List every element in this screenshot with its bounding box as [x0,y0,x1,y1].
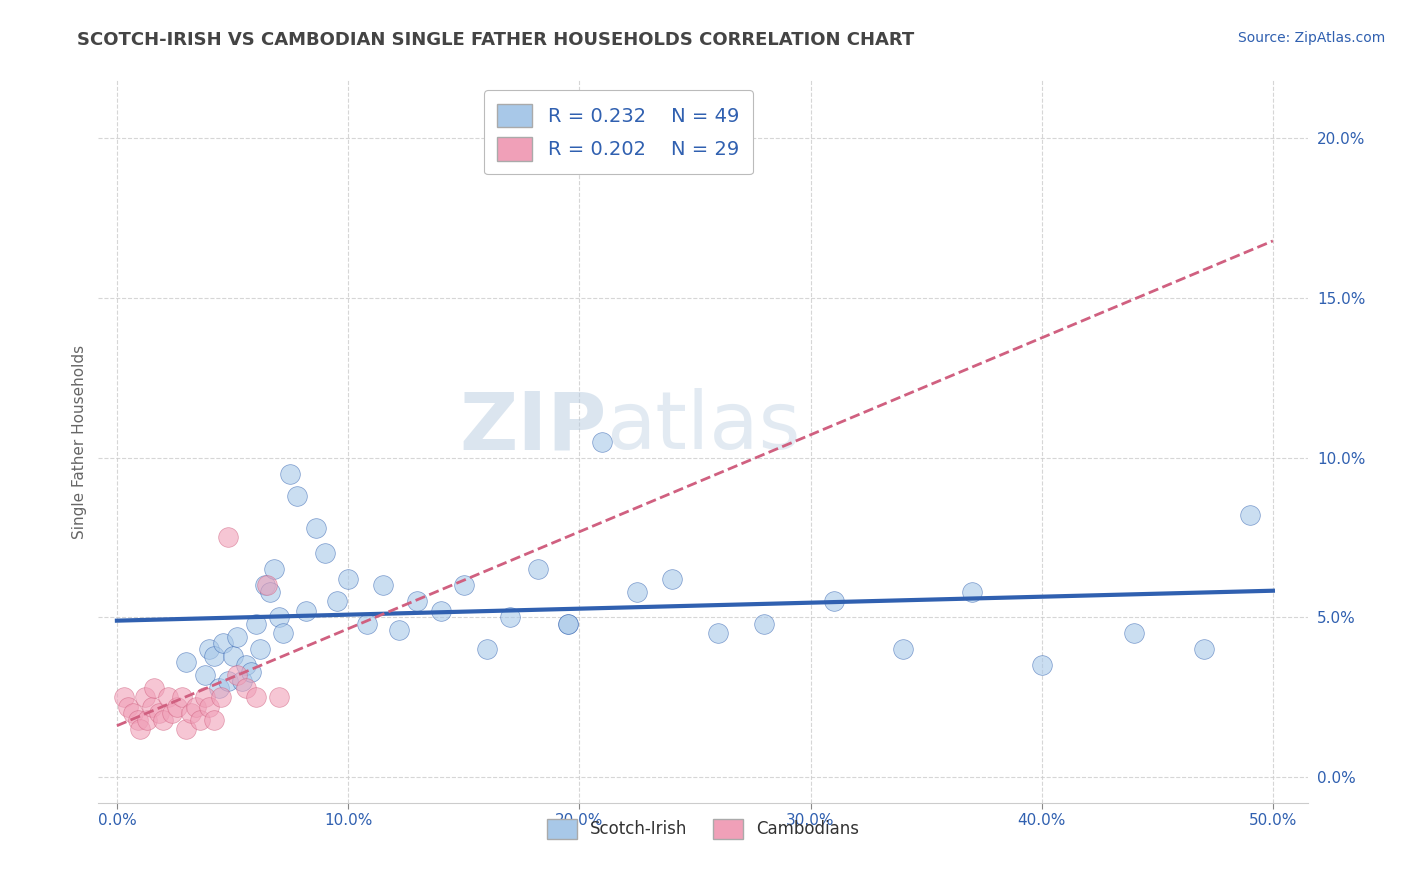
Point [267,690,290,705]
Point [1239,508,1261,522]
Point [371,578,394,592]
Point [263,562,285,576]
Point [202,713,225,727]
Point [499,610,522,624]
Point [388,623,411,637]
Point [148,706,170,721]
Point [526,562,548,576]
Point [240,665,263,679]
Point [174,723,197,737]
Point [406,594,429,608]
Point [134,690,156,705]
Point [194,668,217,682]
Point [129,723,152,737]
Text: SCOTCH-IRISH VS CAMBODIAN SINGLE FATHER HOUSEHOLDS CORRELATION CHART: SCOTCH-IRISH VS CAMBODIAN SINGLE FATHER … [77,31,914,49]
Point [117,699,139,714]
Point [591,434,613,449]
Point [162,706,184,721]
Point [256,578,278,592]
Point [136,713,159,727]
Point [226,668,249,682]
Point [557,616,579,631]
Point [184,699,207,714]
Point [305,521,328,535]
Point [217,531,239,545]
Point [226,630,249,644]
Point [453,578,475,592]
Point [122,706,145,721]
Point [249,642,271,657]
Point [962,584,984,599]
Point [1192,642,1215,657]
Text: Source: ZipAtlas.com: Source: ZipAtlas.com [1237,31,1385,45]
Point [198,699,221,714]
Point [188,713,211,727]
Point [156,690,179,705]
Text: ZIP: ZIP [458,388,606,467]
Point [198,642,221,657]
Point [661,572,683,586]
Point [429,604,451,618]
Point [285,489,308,503]
Point [166,699,188,714]
Point [278,467,301,481]
Point [823,594,845,608]
Point [194,690,217,705]
Point [180,706,202,721]
Point [142,681,165,695]
Point [1123,626,1146,640]
Point [295,604,318,618]
Point [235,681,257,695]
Point [1031,658,1053,673]
Point [259,584,281,599]
Point [112,690,135,705]
Point [209,690,232,705]
Point [231,674,253,689]
Point [325,594,347,608]
Legend: Scotch-Irish, Cambodians: Scotch-Irish, Cambodians [534,805,872,852]
Point [208,681,231,695]
Point [127,713,149,727]
Point [707,626,730,640]
Point [356,616,378,631]
Point [267,610,290,624]
Point [891,642,914,657]
Point [174,655,197,669]
Point [475,642,498,657]
Text: atlas: atlas [606,388,800,467]
Point [152,713,174,727]
Point [245,616,267,631]
Point [245,690,267,705]
Point [141,699,163,714]
Point [170,690,193,705]
Point [557,616,579,631]
Point [212,636,235,650]
Point [217,674,239,689]
Point [626,584,648,599]
Point [202,648,225,663]
Point [273,626,295,640]
Point [253,578,276,592]
Y-axis label: Single Father Households: Single Father Households [72,344,87,539]
Point [754,616,776,631]
Point [314,546,336,560]
Point [337,572,360,586]
Point [235,658,257,673]
Point [221,648,243,663]
